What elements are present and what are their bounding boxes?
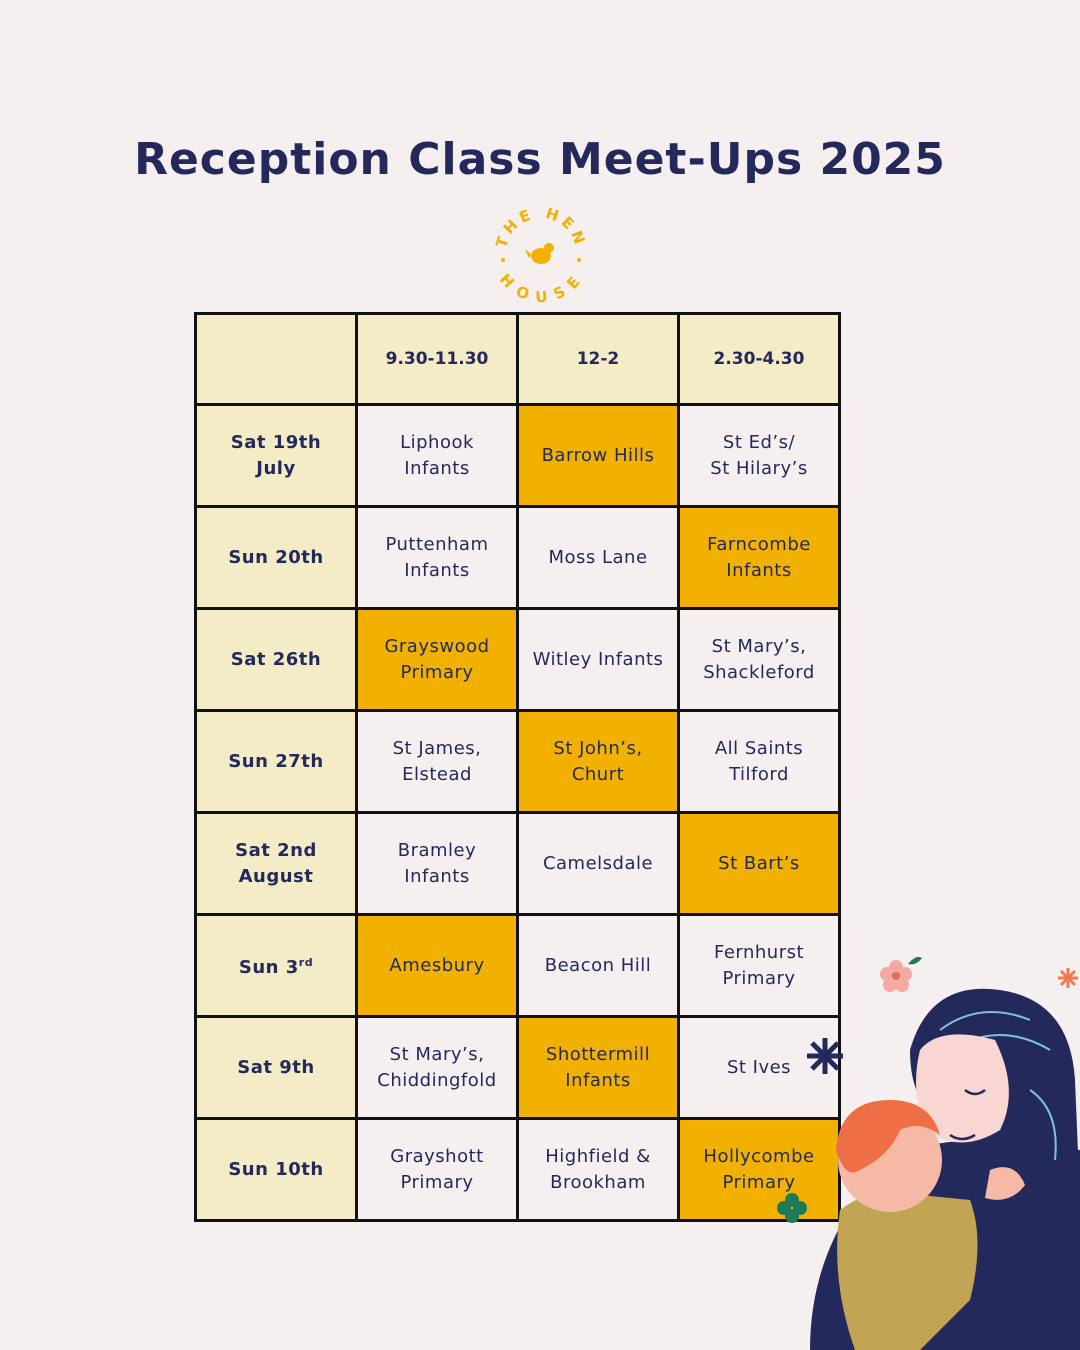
school-cell: Beacon Hill <box>516 913 680 1018</box>
table-row: Sun 10th Grayshott Primary Highfield & Bro… <box>194 1117 841 1222</box>
school-cell: St James, Elstead <box>355 709 519 814</box>
page-title: Reception Class Meet-Ups 2025 <box>134 134 946 185</box>
school-name: St Ives <box>726 1056 792 1078</box>
school-cell: Moss Lane <box>516 505 680 610</box>
day-text: Sun 27th <box>228 750 324 772</box>
day-label: Sat 2nd August <box>194 811 358 916</box>
table-row: Sun 27th St James, Elstead St John’s, Chur… <box>194 709 841 814</box>
day-label: Sat 26th <box>194 607 358 712</box>
day-label: Sun 20th <box>194 505 358 610</box>
hen-house-logo: THE HEN HOUSE <box>492 204 590 304</box>
school-cell: Amesbury <box>355 913 519 1018</box>
school-cell: Shottermill Infants <box>516 1015 680 1120</box>
table-row: Sun 20th Puttenham Infants Moss Lane Farnco… <box>194 505 841 610</box>
school-name: St Ed’s/ St Hilary’s <box>710 431 808 479</box>
school-cell: Grayswood Primary <box>355 607 519 712</box>
school-name: Puttenham Infants <box>385 533 489 581</box>
day-label: Sat 9th <box>194 1015 358 1120</box>
school-cell: St Bart’s <box>677 811 841 916</box>
school-name: Camelsdale <box>542 852 654 874</box>
school-name: St Bart’s <box>718 852 800 874</box>
school-name: St John’s, Churt <box>553 737 643 785</box>
header-midday: 12-2 <box>516 312 680 406</box>
day-text: Sat 2nd August <box>235 839 317 887</box>
day-text: Sat 26th <box>230 648 322 670</box>
school-cell: Camelsdale <box>516 811 680 916</box>
header-afternoon: 2.30-4.30 <box>677 312 841 406</box>
school-name: All Saints Tilford <box>714 737 804 785</box>
svg-text:THE HEN: THE HEN <box>492 204 590 250</box>
day-label: Sun 27th <box>194 709 358 814</box>
school-name: Moss Lane <box>548 546 648 568</box>
day-ordinal-suffix: rd <box>298 956 314 969</box>
svg-text:HOUSE: HOUSE <box>496 270 586 304</box>
school-name: Liphook Infants <box>400 431 474 479</box>
table-row: Sun 3rd Amesbury Beacon Hill Fernhurst Prim… <box>194 913 841 1018</box>
school-cell: Bramley Infants <box>355 811 519 916</box>
day-text: Sun 3 <box>238 957 299 978</box>
school-name: Farncombe Infants <box>707 533 811 581</box>
school-cell: Barrow Hills <box>516 403 680 508</box>
school-name: Grayswood Primary <box>384 635 490 683</box>
school-cell: Hollycombe Primary <box>677 1117 841 1222</box>
day-text: Sat 9th <box>237 1056 315 1078</box>
mother-and-child-illustration <box>777 956 1080 1350</box>
sparkle-icon <box>1058 968 1078 988</box>
day-label: Sun 10th <box>194 1117 358 1222</box>
school-cell: Farncombe Infants <box>677 505 841 610</box>
day-text: Sun 10th <box>228 1158 324 1180</box>
school-name: Bramley Infants <box>397 839 477 887</box>
school-name: St James, Elstead <box>392 737 482 785</box>
flower-icon <box>880 956 922 992</box>
table-header-row: 9.30-11.30 12-2 2.30-4.30 <box>194 312 841 406</box>
school-name: St Mary’s, Chiddingfold <box>377 1043 497 1091</box>
school-cell: St Mary’s, Shackleford <box>677 607 841 712</box>
school-name: Grayshott Primary <box>390 1145 484 1193</box>
school-cell: St Ed’s/ St Hilary’s <box>677 403 841 508</box>
school-name: Fernhurst Primary <box>713 941 805 989</box>
school-cell: Puttenham Infants <box>355 505 519 610</box>
school-cell: All Saints Tilford <box>677 709 841 814</box>
school-name: Beacon Hill <box>544 954 652 976</box>
header-blank <box>194 312 358 406</box>
school-cell: St John’s, Churt <box>516 709 680 814</box>
school-name: Witley Infants <box>532 648 664 670</box>
sparkle-icon <box>807 1038 843 1074</box>
logo-bottom-text: HOUSE <box>496 270 582 304</box>
school-cell: Witley Infants <box>516 607 680 712</box>
school-cell: Fernhurst Primary <box>677 913 841 1018</box>
school-cell: Liphook Infants <box>355 403 519 508</box>
day-text: Sun 20th <box>228 546 324 568</box>
table-row: Sat 19th July Liphook Infants Barrow Hills… <box>194 403 841 508</box>
hen-icon <box>525 243 554 264</box>
meetup-schedule-table: 9.30-11.30 12-2 2.30-4.30 Sat 19th July L… <box>194 312 841 1222</box>
school-cell: Highfield & Brookham <box>516 1117 680 1222</box>
school-cell: Grayshott Primary <box>355 1117 519 1222</box>
school-name: Hollycombe Primary <box>703 1145 815 1193</box>
table-row: Sat 26th Grayswood Primary Witley Infants S… <box>194 607 841 712</box>
logo-top-text: THE HEN <box>492 204 586 250</box>
school-name: Shottermill Infants <box>545 1043 651 1091</box>
table-row: Sat 2nd August Bramley Infants Camelsdale S… <box>194 811 841 916</box>
header-morning: 9.30-11.30 <box>355 312 519 406</box>
school-name: Barrow Hills <box>541 444 655 466</box>
school-name: St Mary’s, Shackleford <box>703 635 815 683</box>
table-row: Sat 9th St Mary’s, Chiddingfold Shottermil… <box>194 1015 841 1120</box>
school-name: Highfield & Brookham <box>545 1145 651 1193</box>
school-cell: St Mary’s, Chiddingfold <box>355 1015 519 1120</box>
day-text: Sat 19th July <box>230 431 322 479</box>
day-label: Sat 19th July <box>194 403 358 508</box>
school-name: Amesbury <box>389 954 485 976</box>
day-label: Sun 3rd <box>194 913 358 1018</box>
